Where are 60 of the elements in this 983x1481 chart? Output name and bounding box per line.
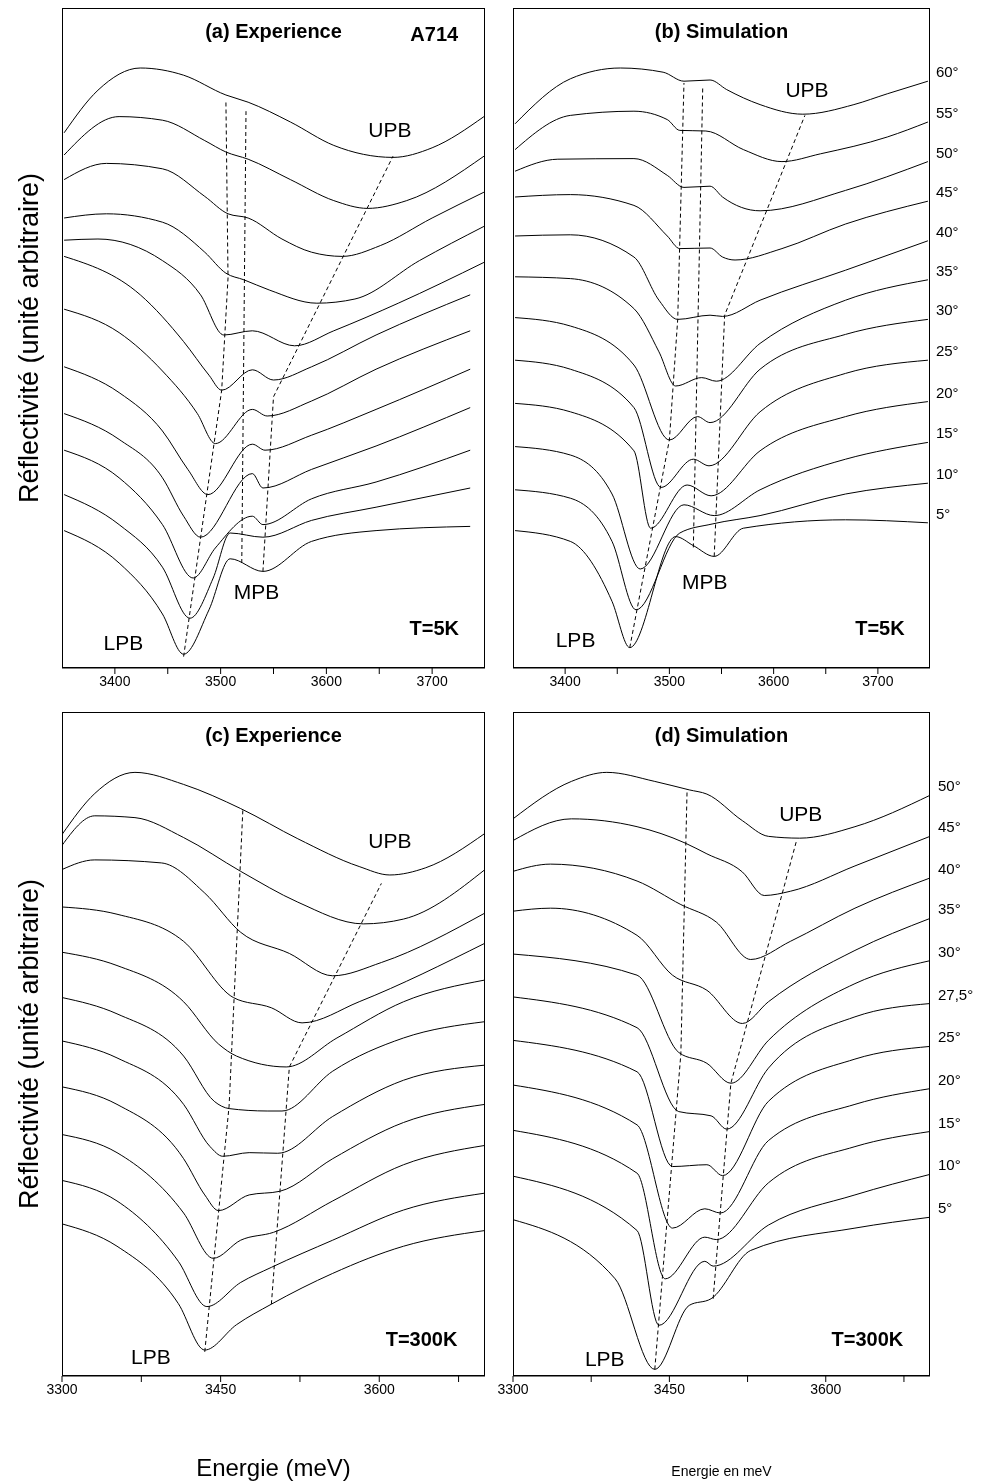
x-tick-label: 3600 <box>310 672 343 689</box>
annotation: LPB <box>555 627 596 652</box>
x-tick-label: 3400 <box>549 672 581 689</box>
x-tick-label: 3400 <box>99 672 131 689</box>
x-tick-label: 3600 <box>363 1380 396 1397</box>
series-label: 60° <box>935 63 959 81</box>
series-label: 15° <box>935 424 959 442</box>
series-label: 35° <box>935 261 959 279</box>
x-tick-label: 3600 <box>810 1380 842 1397</box>
series-label: 55° <box>935 104 959 121</box>
series-label: 10° <box>938 1156 961 1174</box>
series-label: 50° <box>935 143 959 161</box>
x-tick-label: 3700 <box>416 672 448 689</box>
chart-title: (a) Experience <box>205 20 342 42</box>
y-axis-title: Réflectivité (unité arbitraire) <box>14 877 45 1212</box>
annotation: MPB <box>233 580 280 605</box>
annotation: UPB <box>785 77 829 102</box>
annotation: LPB <box>584 1346 625 1371</box>
chart-title: (d) Simulation <box>653 724 790 747</box>
x-tick-label: 3300 <box>497 1380 529 1397</box>
series-label: 25° <box>935 342 959 360</box>
annotation: UPB <box>368 118 412 143</box>
series-label: 40° <box>935 222 959 240</box>
x-tick-label: 3500 <box>653 672 686 689</box>
x-tick-label: 3700 <box>862 672 894 689</box>
series-label: 27,5° <box>938 985 974 1003</box>
series-label: 35° <box>938 900 961 918</box>
x-tick-label: 3500 <box>205 672 237 689</box>
series-label: 15° <box>938 1113 961 1131</box>
series-label: 45° <box>935 183 959 201</box>
annotation: T=300K <box>831 1327 904 1351</box>
annotation: UPB <box>368 829 412 854</box>
annotation: MPB <box>682 570 728 595</box>
series-label: 20° <box>938 1070 961 1088</box>
x-axis-title: Energie (meV) <box>196 1454 351 1481</box>
annotation: T=300K <box>385 1327 458 1351</box>
x-tick-label: 3600 <box>758 672 790 689</box>
x-tick-label: 3450 <box>205 1380 237 1397</box>
x-tick-label: 3450 <box>653 1380 686 1397</box>
series-label: 50° <box>938 777 961 795</box>
series-label: 40° <box>938 860 961 877</box>
series-label: 45° <box>938 818 961 836</box>
chart-title: (b) Simulation <box>653 20 790 43</box>
series-label: 25° <box>938 1028 961 1046</box>
x-tick-label: 3300 <box>46 1380 78 1397</box>
series-label: 20° <box>935 383 959 401</box>
series-label: 10° <box>935 465 959 483</box>
x-axis-title: Energie en meV <box>671 1463 773 1479</box>
chart-title: (c) Experience <box>204 724 343 747</box>
annotation: T=5K <box>855 616 905 640</box>
series-label: 30° <box>938 942 961 960</box>
annotation: UPB <box>779 802 823 827</box>
annotation: T=5K <box>409 616 459 640</box>
annotation: LPB <box>130 1345 171 1370</box>
series-label: 5° <box>938 1199 953 1217</box>
series-label: 5° <box>935 504 951 522</box>
text: A714 <box>410 22 459 46</box>
series-label: 30° <box>935 301 959 319</box>
annotation: LPB <box>103 630 144 655</box>
y-axis-title: Réflectivité (unité arbitraire) <box>14 171 45 506</box>
